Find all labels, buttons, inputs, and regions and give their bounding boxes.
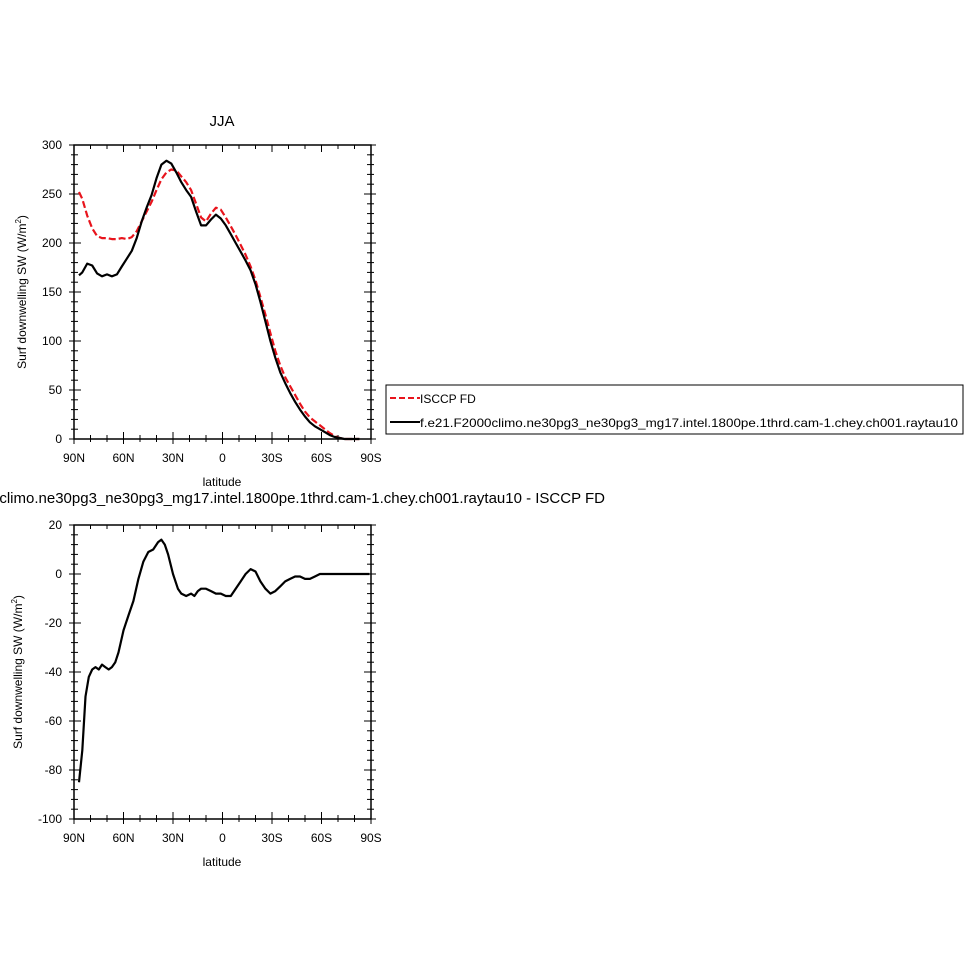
- bottom-panel-y-tick-label: -80: [45, 763, 63, 777]
- top-panel-x-tick-label: 60N: [112, 451, 134, 465]
- bottom-panel-x-tick-label: 30S: [261, 831, 282, 845]
- top-panel-series-line-1: [78, 159, 360, 441]
- top-panel-y-tick-label: 250: [42, 187, 62, 201]
- top-panel-y-axis-label: Surf downwelling SW (W/m2): [14, 215, 29, 369]
- bottom-panel-y-tick-label: 20: [49, 518, 63, 532]
- bottom-panel-y-tick-label: -20: [45, 616, 63, 630]
- top-panel-x-tick-label: 0: [219, 451, 226, 465]
- bottom-panel-y-tick-labels: -100 -80 -60 -40 -20 0 20: [38, 518, 62, 826]
- bottom-panel: f.e21.F2000climo.ne30pg3_ne30pg3_mg17.in…: [0, 490, 605, 869]
- bottom-panel-x-tick-label: 90N: [63, 831, 85, 845]
- legend-label-isccp: ISCCP FD: [420, 392, 476, 406]
- bottom-panel-x-tick-labels: 90N 60N 30N 0 30S 60S 90S: [63, 831, 382, 845]
- bottom-panel-y-tick-label: -100: [38, 812, 62, 826]
- top-panel-x-tick-label: 30S: [261, 451, 282, 465]
- top-panel-title: JJA: [209, 113, 234, 130]
- bottom-panel-frame: [73, 524, 372, 820]
- bottom-panel-title: f.e21.F2000climo.ne30pg3_ne30pg3_mg17.in…: [0, 490, 605, 507]
- top-panel-series-line-0: [78, 168, 360, 441]
- bottom-panel-y-tick-label: -60: [45, 714, 63, 728]
- top-panel-y-tick-label: 150: [42, 285, 62, 299]
- bottom-panel-y-tick-label: -40: [45, 665, 63, 679]
- top-panel-y-axis-label-sup: 2: [14, 219, 23, 224]
- top-panel-y-tick-label: 300: [42, 138, 62, 152]
- top-panel-x-axis-label: latitude: [203, 475, 242, 489]
- top-panel-x-tick-label: 30N: [162, 451, 184, 465]
- top-panel-y-axis-label-main: Surf downwelling SW (W/m: [15, 224, 29, 369]
- top-panel-y-tick-labels: 0 50 100 150 200 250 300: [42, 138, 62, 446]
- bottom-panel-lines: [77, 538, 370, 783]
- top-panel-x-tick-label: 60S: [311, 451, 332, 465]
- bottom-panel-y-tick-label: 0: [55, 567, 62, 581]
- top-panel-y-tick-label: 200: [42, 236, 62, 250]
- bottom-panel-y-axis-label-main: Surf downwelling SW (W/m: [11, 604, 25, 749]
- top-panel-x-tick-labels: 90N 60N 30N 0 30S 60S 90S: [63, 451, 382, 465]
- top-panel-frame: [73, 144, 372, 440]
- bottom-panel-ticks: [69, 524, 376, 824]
- top-panel-x-tick-label: 90N: [63, 451, 85, 465]
- legend: ISCCP FD f.e21.F2000climo.ne30pg3_ne30pg…: [385, 384, 964, 435]
- bottom-panel-series-line-0: [77, 538, 370, 783]
- bottom-panel-x-tick-label: 0: [219, 831, 226, 845]
- bottom-panel-x-axis-label: latitude: [203, 855, 242, 869]
- top-panel-y-axis-label-tail: ): [15, 215, 29, 219]
- bottom-panel-x-tick-label: 30N: [162, 831, 184, 845]
- legend-box: [385, 384, 964, 435]
- top-panel-ticks: [69, 144, 376, 444]
- bottom-panel-y-axis-label-sup: 2: [10, 599, 19, 604]
- bottom-panel-x-tick-label: 60S: [311, 831, 332, 845]
- top-panel-y-tick-label: 100: [42, 334, 62, 348]
- top-panel-lines: [78, 159, 360, 441]
- bottom-panel-x-tick-label: 60N: [112, 831, 134, 845]
- top-panel-y-tick-label: 0: [55, 432, 62, 446]
- bottom-panel-x-tick-label: 90S: [360, 831, 381, 845]
- top-panel: JJA 90N 60N 30N 0 30S 60S 90S 0 50 100 150 200 250 3…: [14, 113, 382, 489]
- bottom-panel-y-axis-label-tail: ): [11, 595, 25, 599]
- bottom-panel-y-axis-label: Surf downwelling SW (W/m2): [10, 595, 25, 749]
- legend-label-model: f.e21.F2000climo.ne30pg3_ne30pg3_mg17.in…: [420, 416, 958, 430]
- top-panel-y-tick-label: 50: [49, 383, 63, 397]
- top-panel-x-tick-label: 90S: [360, 451, 381, 465]
